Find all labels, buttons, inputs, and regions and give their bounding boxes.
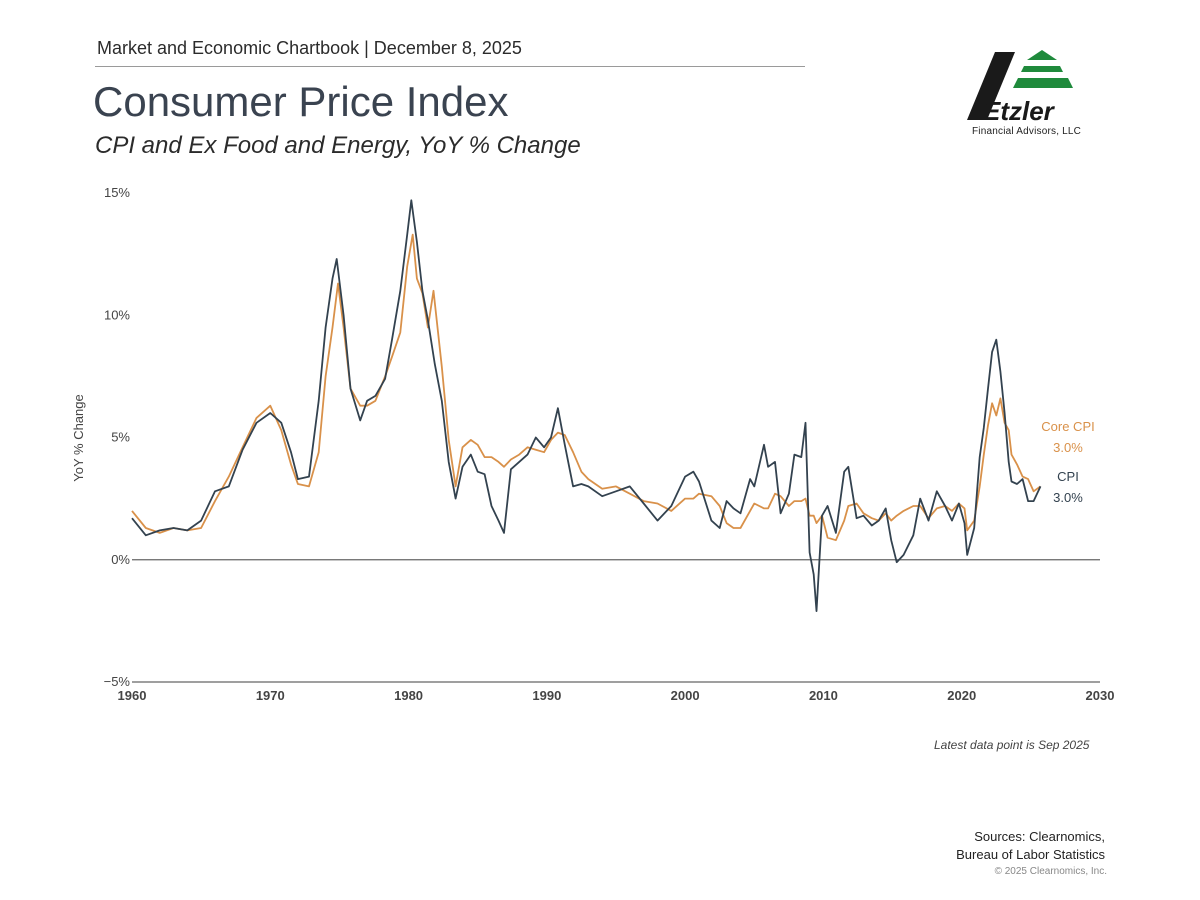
- legend-cpi-value: 3.0%: [1053, 490, 1083, 505]
- x-tick-label: 2000: [671, 688, 700, 703]
- logo-triangle-mid: [1021, 66, 1063, 72]
- x-axis-ticks: 1960 1970 1980 1990 2000 2010 2020 2030: [118, 688, 1115, 703]
- x-tick-label: 2010: [809, 688, 838, 703]
- latest-data-note: Latest data point is Sep 2025: [934, 738, 1090, 752]
- logo-slash: [967, 52, 1015, 120]
- y-tick-label: 0%: [111, 552, 130, 567]
- y-axis-ticks: −5% 0% 5% 10% 15%: [104, 185, 131, 689]
- header-divider: [95, 66, 805, 67]
- chartbook-header: Market and Economic Chartbook | December…: [97, 38, 522, 58]
- logo-caption: Financial Advisors, LLC: [972, 126, 1082, 137]
- sources-line-2: Bureau of Labor Statistics: [956, 847, 1105, 862]
- legend-core-cpi-value: 3.0%: [1053, 440, 1083, 455]
- x-tick-label: 1960: [118, 688, 147, 703]
- x-tick-label: 2030: [1086, 688, 1115, 703]
- y-tick-label: 10%: [104, 307, 130, 322]
- series-line-core-cpi: [131, 233, 1042, 542]
- x-tick-label: 1990: [532, 688, 561, 703]
- x-tick-label: 1980: [394, 688, 423, 703]
- page-title: Consumer Price Index: [93, 78, 509, 125]
- page-subtitle: CPI and Ex Food and Energy, YoY % Change: [95, 132, 581, 159]
- sources: Sources: Clearnomics, Bureau of Labor St…: [956, 828, 1105, 864]
- copyright: © 2025 Clearnomics, Inc.: [994, 866, 1107, 877]
- legend-core-cpi-label: Core CPI: [1041, 419, 1094, 434]
- sources-line-1: Sources: Clearnomics,: [974, 829, 1105, 844]
- logo-brand-text: Etzler: [983, 96, 1056, 126]
- logo-triangle-top: [1027, 50, 1057, 60]
- series-line-cpi: [131, 199, 1042, 612]
- y-tick-label: −5%: [104, 674, 131, 689]
- series-lines: [131, 199, 1042, 612]
- y-tick-label: 15%: [104, 185, 130, 200]
- y-tick-label: 5%: [111, 430, 130, 445]
- x-tick-label: 1970: [256, 688, 285, 703]
- y-axis-label: YoY % Change: [71, 394, 86, 481]
- logo-triangle-base: [1013, 78, 1073, 88]
- x-tick-label: 2020: [947, 688, 976, 703]
- etzler-logo: Etzler: [967, 50, 1073, 126]
- legend-cpi-label: CPI: [1057, 469, 1079, 484]
